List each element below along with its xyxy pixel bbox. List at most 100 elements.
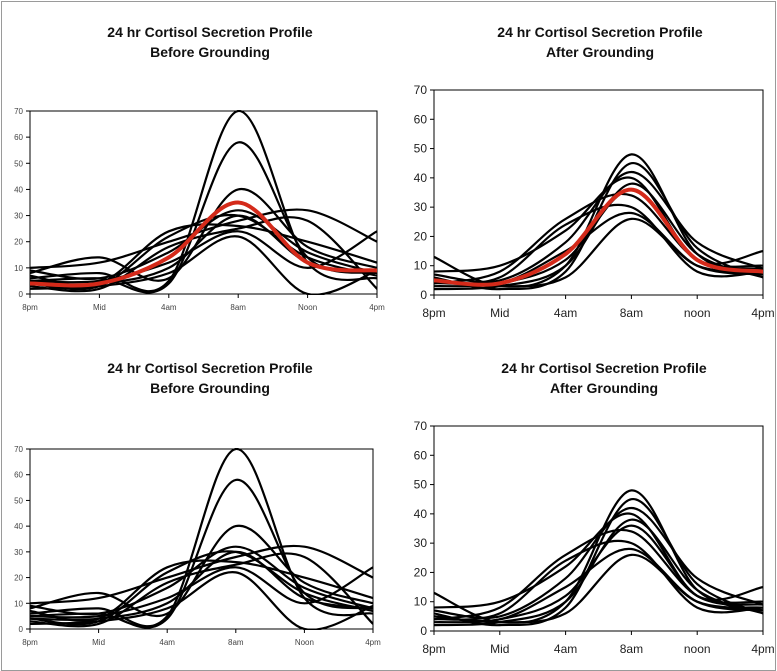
- chart-after-bottom: 24 hr Cortisol Secretion Profile After G…: [414, 360, 775, 656]
- chart-title-line2: Before Grounding: [150, 380, 270, 396]
- series-line: [434, 498, 763, 627]
- series-line: [434, 506, 763, 620]
- x-tick-label: Noon: [295, 638, 314, 647]
- series-line: [30, 524, 373, 617]
- y-tick-label: 10: [14, 599, 23, 608]
- y-tick-label: 70: [14, 445, 23, 454]
- y-tick-label: 30: [414, 536, 428, 550]
- x-tick-label: 4pm: [365, 638, 381, 647]
- y-tick-label: 50: [414, 478, 428, 492]
- series-line: [30, 571, 373, 630]
- mean-series-line: [30, 200, 377, 288]
- x-tick-label: Noon: [298, 303, 317, 312]
- series-line: [434, 528, 763, 621]
- y-tick-label: 40: [14, 522, 23, 531]
- chart-after-top: 24 hr Cortisol Secretion Profile After G…: [414, 24, 775, 320]
- series-line: [30, 188, 377, 282]
- x-tick-label: 8pm: [22, 638, 38, 647]
- y-tick-label: 0: [19, 625, 24, 634]
- y-tick-label: 60: [414, 448, 428, 462]
- chart-title-line1: 24 hr Cortisol Secretion Profile: [501, 360, 707, 376]
- series-line: [434, 553, 763, 624]
- y-tick-label: 70: [14, 107, 23, 116]
- x-tick-label: Mid: [490, 306, 509, 320]
- y-tick-label: 30: [14, 548, 23, 557]
- y-tick-label: 0: [19, 290, 24, 299]
- y-tick-label: 10: [414, 595, 428, 609]
- x-tick-label: 4am: [554, 642, 577, 656]
- y-tick-label: 20: [14, 574, 23, 583]
- y-tick-label: 60: [14, 471, 23, 480]
- y-tick-label: 40: [14, 185, 23, 194]
- x-tick-label: 8am: [620, 642, 643, 656]
- series-line: [434, 539, 763, 621]
- x-tick-label: Mid: [490, 642, 509, 656]
- y-tick-label: 20: [14, 238, 23, 247]
- series-line: [434, 176, 763, 273]
- y-tick-label: 0: [420, 288, 427, 302]
- y-tick-label: 20: [414, 565, 428, 579]
- chart-title-line2: After Grounding: [550, 380, 658, 396]
- x-tick-label: noon: [684, 642, 711, 656]
- x-tick-label: 8pm: [422, 306, 445, 320]
- x-tick-label: 8am: [228, 638, 244, 647]
- chart-title-line1: 24 hr Cortisol Secretion Profile: [107, 360, 313, 376]
- x-tick-label: 4pm: [751, 306, 774, 320]
- series-line: [434, 217, 763, 288]
- y-tick-label: 20: [414, 229, 428, 243]
- y-tick-label: 40: [414, 507, 428, 521]
- y-tick-label: 50: [14, 159, 23, 168]
- series-line: [30, 235, 377, 295]
- chart-title-line1: 24 hr Cortisol Secretion Profile: [107, 24, 313, 40]
- y-tick-label: 50: [414, 142, 428, 156]
- series-line: [30, 550, 373, 621]
- x-tick-label: 8pm: [422, 642, 445, 656]
- y-tick-label: 10: [414, 259, 428, 273]
- y-tick-label: 10: [14, 264, 23, 273]
- series-line: [434, 547, 763, 623]
- y-tick-label: 60: [414, 112, 428, 126]
- plot-frame: [433, 89, 764, 296]
- series-line: [30, 209, 377, 280]
- series-line: [30, 478, 373, 629]
- x-tick-label: Mid: [92, 638, 105, 647]
- series-line: [30, 544, 373, 605]
- plot-frame: [29, 448, 374, 630]
- series-line: [30, 208, 377, 269]
- series-line: [434, 203, 763, 285]
- y-tick-label: 30: [414, 200, 428, 214]
- plot-frame: [29, 110, 378, 295]
- x-tick-label: 8am: [620, 306, 643, 320]
- series-line: [30, 545, 373, 616]
- x-tick-label: 8am: [230, 303, 246, 312]
- series-line: [434, 211, 763, 287]
- x-tick-label: noon: [684, 306, 711, 320]
- chart-before-top: 24 hr Cortisol Secretion Profile Before …: [14, 24, 385, 312]
- y-tick-label: 70: [414, 419, 428, 433]
- y-tick-label: 60: [14, 133, 23, 142]
- chart-title-line1: 24 hr Cortisol Secretion Profile: [497, 24, 703, 40]
- y-tick-label: 30: [14, 212, 23, 221]
- y-tick-label: 40: [414, 171, 428, 185]
- plot-frame: [433, 425, 764, 632]
- x-tick-label: 4am: [159, 638, 175, 647]
- series-line: [434, 170, 763, 284]
- series-line: [434, 512, 763, 609]
- x-tick-label: 4am: [554, 306, 577, 320]
- x-tick-label: Mid: [93, 303, 106, 312]
- x-tick-label: 8pm: [22, 303, 38, 312]
- chart-title-line2: Before Grounding: [150, 44, 270, 60]
- series-line: [30, 552, 373, 628]
- y-tick-label: 0: [420, 624, 427, 638]
- y-tick-label: 70: [414, 83, 428, 97]
- chart-title-line2: After Grounding: [546, 44, 654, 60]
- series-line: [434, 162, 763, 291]
- x-tick-label: 4pm: [369, 303, 385, 312]
- series-line: [30, 216, 377, 293]
- y-tick-label: 50: [14, 496, 23, 505]
- x-tick-label: 4am: [161, 303, 177, 312]
- mean-series-line: [434, 187, 763, 287]
- x-tick-label: 4pm: [751, 642, 774, 656]
- chart-before-bottom: 24 hr Cortisol Secretion Profile Before …: [14, 360, 381, 647]
